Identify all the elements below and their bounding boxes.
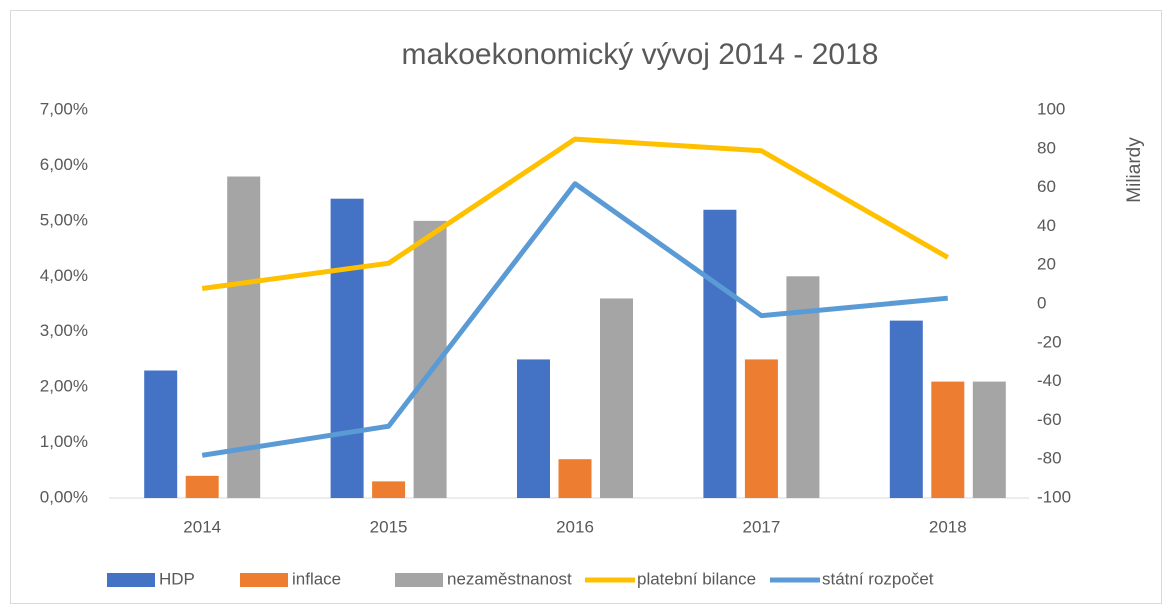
y-tick-label: 6,00% xyxy=(40,155,88,174)
y2-axis-title: Miliardy xyxy=(1124,137,1145,203)
bar xyxy=(227,176,261,498)
x-tick-label: 2018 xyxy=(929,517,967,536)
bar xyxy=(185,475,219,498)
chart-border xyxy=(10,10,1162,604)
bar xyxy=(972,381,1006,498)
y-tick-label: 2,00% xyxy=(40,377,88,396)
legend-marker xyxy=(395,573,443,587)
legend-marker xyxy=(107,573,155,587)
x-tick-label: 2016 xyxy=(556,517,594,536)
legend-marker xyxy=(240,573,288,587)
line xyxy=(201,136,950,291)
bar xyxy=(372,481,406,498)
y2-tick-label: 0 xyxy=(1037,293,1046,312)
x-tick-label: 2015 xyxy=(370,517,408,536)
legend-label: HDP xyxy=(159,569,195,588)
y-tick-label: 3,00% xyxy=(40,321,88,340)
y-tick-label: 1,00% xyxy=(40,432,88,451)
chart-title: makoekonomický vývoj 2014 - 2018 xyxy=(402,38,879,71)
y-tick-label: 0,00% xyxy=(40,487,88,506)
line xyxy=(201,181,949,458)
bar xyxy=(330,198,364,498)
y2-tick-label: -40 xyxy=(1037,371,1062,390)
bar xyxy=(517,359,550,498)
y2-tick-label: -80 xyxy=(1037,449,1062,468)
bar xyxy=(889,320,923,498)
y2-tick-label: -60 xyxy=(1037,410,1062,429)
y-tick-label: 7,00% xyxy=(40,99,88,118)
y2-tick-label: 40 xyxy=(1037,216,1056,235)
legend-label: nezaměstnanost xyxy=(447,569,572,588)
bar xyxy=(600,298,633,498)
legend-label: platební bilance xyxy=(637,569,756,588)
y2-tick-label: 60 xyxy=(1037,177,1056,196)
y2-tick-label: 20 xyxy=(1037,255,1056,274)
bar xyxy=(144,370,178,498)
y2-tick-label: 100 xyxy=(1037,99,1065,118)
x-tick-label: 2014 xyxy=(183,517,221,536)
bar xyxy=(703,209,737,498)
y2-tick-label: 80 xyxy=(1037,138,1056,157)
legend-label: inflace xyxy=(292,569,341,588)
x-tick-label: 2017 xyxy=(742,517,780,536)
bar xyxy=(744,359,778,498)
y2-tick-label: -20 xyxy=(1037,332,1062,351)
legend-label: státní rozpočet xyxy=(822,569,934,588)
bar xyxy=(931,381,965,498)
bar xyxy=(558,459,592,498)
y-tick-label: 4,00% xyxy=(40,266,88,285)
y-tick-label: 5,00% xyxy=(40,210,88,229)
y2-tick-label: -100 xyxy=(1037,487,1071,506)
